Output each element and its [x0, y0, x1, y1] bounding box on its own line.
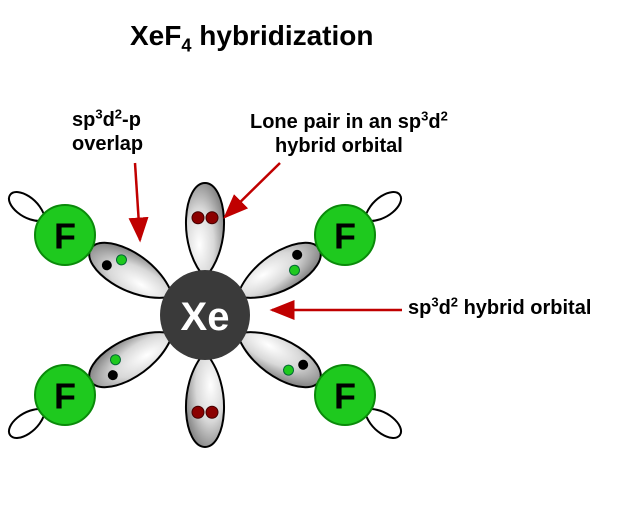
svg-text:F: F [334, 376, 356, 417]
svg-text:F: F [54, 216, 76, 257]
molecule-diagram: F F F F Xe [0, 0, 641, 507]
svg-text:F: F [54, 376, 76, 417]
svg-text:Xe: Xe [181, 295, 230, 339]
svg-text:F: F [334, 216, 356, 257]
